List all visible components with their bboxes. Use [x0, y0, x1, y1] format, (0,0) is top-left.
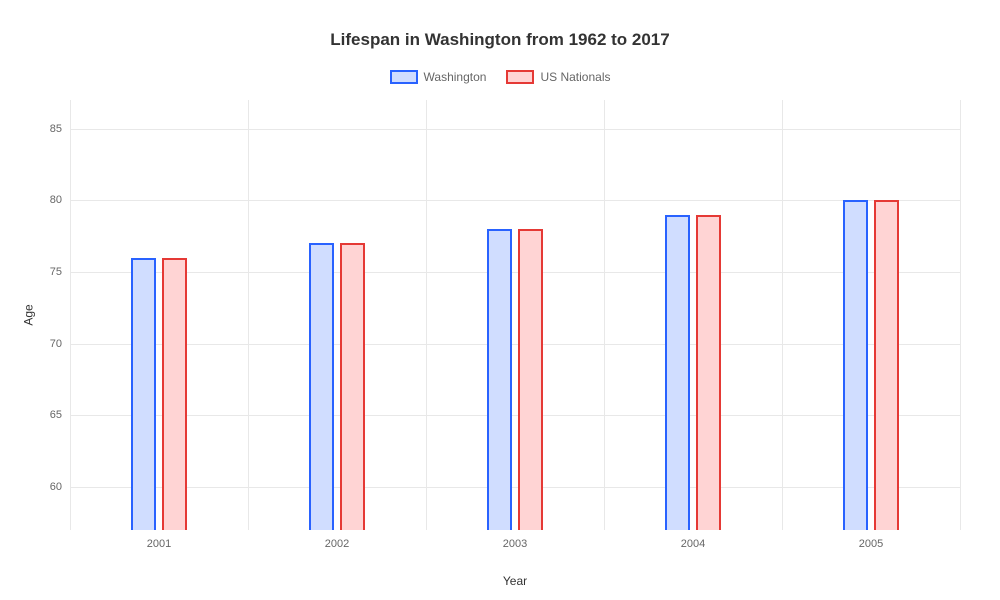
- legend-label: US Nationals: [540, 70, 610, 84]
- y-tick-label: 85: [50, 123, 70, 135]
- bar[interactable]: [665, 215, 690, 530]
- y-axis-label: Age: [22, 304, 36, 325]
- bar[interactable]: [162, 258, 187, 530]
- chart-container: Lifespan in Washington from 1962 to 2017…: [0, 0, 1000, 600]
- bar[interactable]: [518, 229, 543, 530]
- y-tick-label: 65: [50, 409, 70, 421]
- gridline-horizontal: [70, 200, 960, 201]
- x-tick-label: 2001: [147, 530, 171, 550]
- y-tick-label: 80: [50, 194, 70, 206]
- bar[interactable]: [843, 200, 868, 530]
- legend: Washington US Nationals: [0, 70, 1000, 84]
- bar[interactable]: [340, 243, 365, 530]
- plot-area: 60657075808520012002200320042005: [70, 100, 960, 530]
- legend-label: Washington: [424, 70, 487, 84]
- gridline-vertical: [70, 100, 71, 530]
- legend-swatch: [390, 70, 418, 84]
- y-tick-label: 70: [50, 338, 70, 350]
- x-tick-label: 2003: [503, 530, 527, 550]
- y-tick-label: 60: [50, 481, 70, 493]
- gridline-horizontal: [70, 344, 960, 345]
- gridline-horizontal: [70, 415, 960, 416]
- bar[interactable]: [131, 258, 156, 530]
- x-tick-label: 2004: [681, 530, 705, 550]
- bar[interactable]: [487, 229, 512, 530]
- bar[interactable]: [696, 215, 721, 530]
- gridline-vertical: [604, 100, 605, 530]
- gridline-vertical: [248, 100, 249, 530]
- legend-swatch: [506, 70, 534, 84]
- y-tick-label: 75: [50, 266, 70, 278]
- legend-item[interactable]: US Nationals: [506, 70, 610, 84]
- gridline-horizontal: [70, 129, 960, 130]
- chart-title: Lifespan in Washington from 1962 to 2017: [0, 30, 1000, 50]
- bar[interactable]: [309, 243, 334, 530]
- gridline-horizontal: [70, 487, 960, 488]
- x-tick-label: 2005: [859, 530, 883, 550]
- gridline-vertical: [960, 100, 961, 530]
- gridline-vertical: [782, 100, 783, 530]
- bar[interactable]: [874, 200, 899, 530]
- x-tick-label: 2002: [325, 530, 349, 550]
- x-axis-label: Year: [503, 574, 527, 588]
- legend-item[interactable]: Washington: [390, 70, 487, 84]
- gridline-vertical: [426, 100, 427, 530]
- gridline-horizontal: [70, 272, 960, 273]
